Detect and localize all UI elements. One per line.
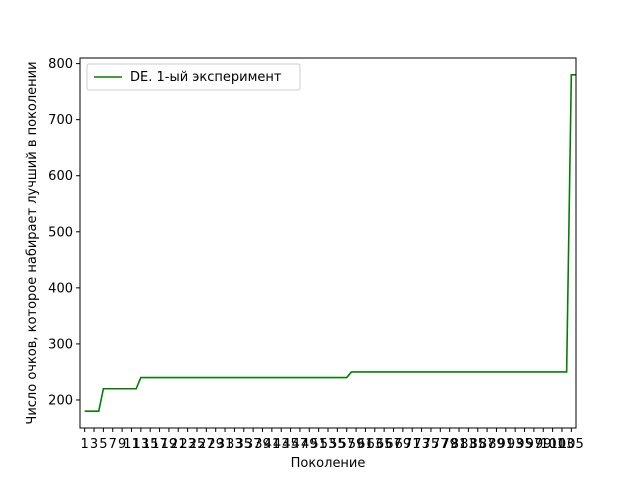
x-tick-label: 73 [413,437,430,452]
x-tick-label: 25 [189,437,206,452]
legend: DE. 1-ый эксперимент [86,63,301,91]
plot-layer [84,74,576,412]
x-tick-label: 49 [301,437,318,452]
x-tick-label: 15 [142,437,159,452]
x-tick-label: 93 [507,437,524,452]
x-axis-label: Поколение [291,456,366,471]
y-axis-label: Число очков, которое набирает лучший в п… [25,61,40,424]
x-tick-label: 1 [81,437,89,452]
x-tick-label: 7 [109,437,117,452]
x-tick-label: 99 [535,437,552,452]
x-tick-label: 17 [151,437,168,452]
x-tick-label: 85 [469,437,486,452]
y-tick-label: 200 [48,393,73,408]
x-tick-label: 37 [245,437,262,452]
x-tick-label: 105 [559,437,584,452]
x-tick-label: 51 [310,437,327,452]
x-tick-label: 65 [376,437,393,452]
x-tick-label: 101 [540,437,565,452]
x-tick-label: 95 [516,437,533,452]
x-tick-label: 9 [118,437,126,452]
x-tick-label: 3 [90,437,98,452]
x-tick-label: 47 [292,437,309,452]
x-tick-label: 39 [254,437,271,452]
x-tick-label: 69 [395,437,412,452]
x-tick-label: 89 [488,437,505,452]
legend-label: DE. 1-ый эксперимент [130,70,282,85]
legend-frame [86,63,301,91]
x-tick-label: 19 [161,437,178,452]
x-tick-label: 35 [236,437,253,452]
x-tick-label: 71 [404,437,421,452]
x-tick-label: 5 [99,437,107,452]
x-axis-ticks: 1 3 5 7 911131517192123252729313335373941434… [81,428,584,452]
x-tick-label: 87 [479,437,496,452]
x-tick-label: 23 [179,437,196,452]
y-tick-label: 500 [48,225,73,240]
x-tick-label: 29 [207,437,224,452]
x-tick-label: 103 [550,437,575,452]
x-tick-label: 75 [423,437,440,452]
series-line-0 [84,74,576,412]
x-tick-label: 27 [198,437,215,452]
x-tick-label: 45 [282,437,299,452]
x-tick-label: 59 [348,437,365,452]
x-tick-label: 83 [460,437,477,452]
x-tick-label: 63 [367,437,384,452]
x-tick-label: 21 [170,437,187,452]
x-tick-label: 33 [226,437,243,452]
x-tick-label: 61 [357,437,374,452]
y-tick-label: 800 [48,57,73,72]
x-tick-label: 55 [329,437,346,452]
x-tick-label: 67 [385,437,402,452]
x-tick-label: 79 [441,437,458,452]
x-tick-label: 77 [432,437,449,452]
x-tick-label: 91 [498,437,515,452]
y-tick-label: 700 [48,113,73,128]
x-tick-label: 13 [133,437,150,452]
y-tick-label: 400 [48,281,73,296]
x-tick-label: 43 [273,437,290,452]
y-axis-ticks: 200 300 400 500 600 700 800 [48,57,80,408]
y-tick-label: 600 [48,169,73,184]
x-tick-label: 81 [451,437,468,452]
x-tick-label: 57 [338,437,355,452]
x-tick-label: 53 [320,437,337,452]
x-tick-label: 31 [217,437,234,452]
x-tick-label: 41 [264,437,281,452]
x-tick-label: 97 [526,437,543,452]
x-tick-label: 11 [123,437,140,452]
y-tick-label: 300 [48,337,73,352]
